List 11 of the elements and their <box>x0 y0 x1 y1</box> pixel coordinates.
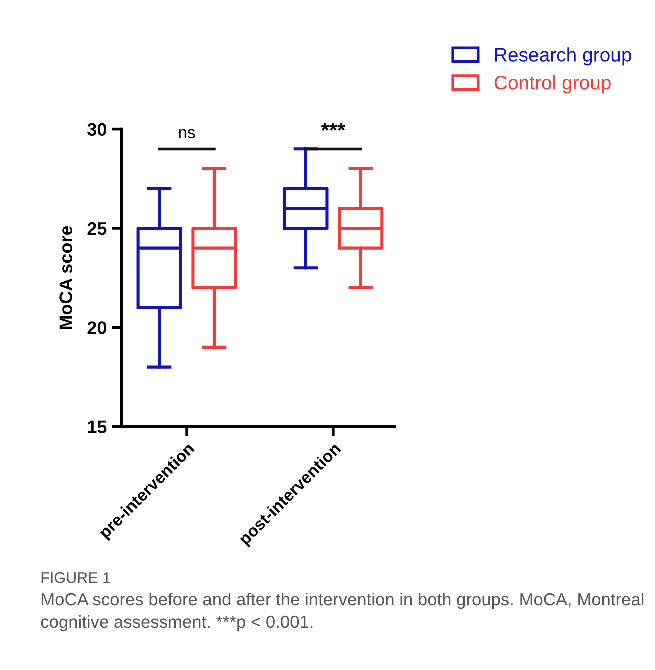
y-tick-label: 25 <box>88 222 107 236</box>
annotation: ns <box>179 129 196 139</box>
legend-label: Control group <box>494 76 611 94</box>
y-tick-label: 20 <box>88 322 107 334</box>
text: MoCA scores before and after the intervention in both groups. MoCA, Montreal cognitive assessment. ***p < 0.001. <box>41 592 644 632</box>
legend-label: Research group <box>496 48 632 66</box>
y-tick-label: 30 <box>88 123 107 136</box>
y-tick-label: 15 <box>88 420 107 434</box>
y-axis-title: MoCA score <box>60 226 72 330</box>
caption: FIGURE 1 <box>42 572 110 584</box>
annotation: *** <box>321 123 346 131</box>
